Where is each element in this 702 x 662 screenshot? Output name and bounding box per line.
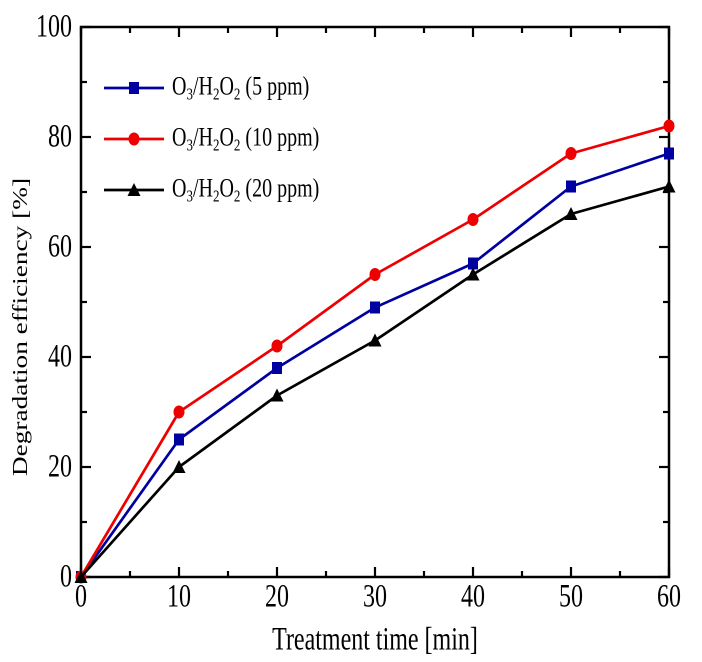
triangle-marker bbox=[564, 207, 578, 220]
triangle-marker bbox=[270, 388, 284, 402]
triangle-marker bbox=[662, 179, 676, 193]
series-line-1 bbox=[79, 152, 671, 579]
circle-marker bbox=[467, 213, 479, 226]
circle-marker bbox=[173, 405, 185, 419]
series-2 bbox=[75, 119, 675, 584]
square-marker bbox=[370, 301, 380, 314]
y-axis-label: Degradation efficiency [%] bbox=[8, 177, 32, 477]
series-line-3 bbox=[79, 185, 671, 579]
circle-marker bbox=[663, 119, 675, 133]
square-marker bbox=[664, 147, 674, 160]
series-1 bbox=[76, 147, 674, 583]
square-marker bbox=[566, 180, 576, 193]
x-axis-label: Treatment time [min] bbox=[272, 622, 478, 658]
circle-marker bbox=[271, 339, 283, 353]
square-marker bbox=[468, 257, 478, 270]
triangle-marker bbox=[172, 460, 186, 473]
circle-marker bbox=[565, 147, 577, 160]
triangle-marker bbox=[74, 570, 88, 583]
series-3 bbox=[74, 179, 676, 583]
triangle-marker bbox=[466, 267, 480, 281]
square-marker bbox=[174, 433, 184, 446]
series-line-2 bbox=[79, 124, 671, 579]
triangle-marker bbox=[368, 333, 382, 347]
circle-marker bbox=[369, 268, 381, 281]
square-marker bbox=[272, 362, 282, 374]
